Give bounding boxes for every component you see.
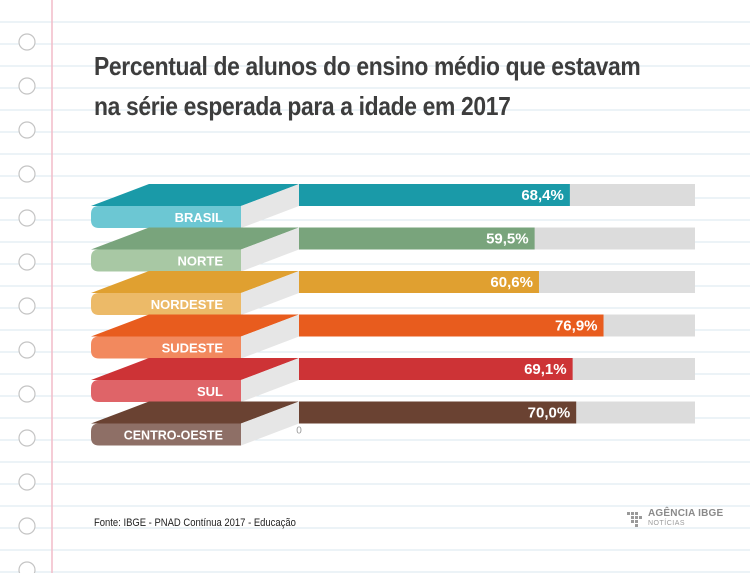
label-book-pages [241, 358, 299, 402]
bar-brasil [299, 184, 570, 206]
data-label: 76,9% [555, 318, 598, 335]
label-book-top [91, 314, 299, 337]
bar-centro-oeste [299, 401, 577, 424]
data-label: 68,4% [521, 187, 564, 204]
label-book-front [91, 206, 241, 228]
category-label: CENTRO-OESTE [124, 429, 223, 443]
bar-sudeste [299, 314, 604, 337]
binder-hole [18, 473, 36, 491]
chart-title: Percentual de alunos do ensino médio que… [94, 51, 641, 121]
axis-zero-label: 0 [296, 426, 302, 437]
label-book-top [91, 358, 299, 380]
ibge-logo-icon [627, 512, 642, 527]
binder-hole [18, 561, 36, 573]
category-label: SUL [197, 384, 223, 399]
data-label: 70,0% [528, 405, 571, 422]
label-book-pages [241, 401, 299, 446]
label-book-top [91, 401, 299, 424]
label-book-top [91, 184, 299, 206]
binder-hole [18, 341, 36, 359]
agencia-ibge-logo: AGÊNCIA IBGE NOTÍCIAS [626, 509, 723, 529]
binder-hole [18, 517, 36, 535]
binder-hole [18, 165, 36, 183]
bar-sul [299, 358, 573, 380]
category-label: SUDESTE [162, 341, 224, 356]
binder-hole [18, 253, 36, 271]
binder-hole [18, 385, 36, 403]
label-book-front [91, 336, 241, 359]
source-note: Fonte: IBGE - PNAD Contínua 2017 - Educa… [94, 517, 296, 529]
bar-nordeste [299, 271, 539, 293]
binder-hole [18, 77, 36, 95]
label-book-top [91, 227, 299, 250]
binder-hole [18, 209, 36, 227]
category-label: NORDESTE [151, 297, 224, 312]
label-book-front [91, 293, 241, 315]
brand-subtitle: NOTÍCIAS [648, 520, 686, 527]
label-book-front [91, 380, 241, 402]
data-label: 69,1% [524, 361, 567, 378]
label-book-pages [241, 184, 299, 228]
category-label: BRASIL [175, 210, 223, 225]
binder-hole [18, 121, 36, 139]
binder-hole [18, 429, 36, 447]
binder-hole [18, 297, 36, 315]
label-book-pages [241, 271, 299, 315]
data-label: 60,6% [490, 274, 533, 291]
label-book-front [91, 249, 241, 272]
label-book-front [91, 423, 241, 446]
binder-hole [18, 33, 36, 51]
label-book-top [91, 271, 299, 293]
brand-name: AGÊNCIA IBGE [648, 508, 724, 519]
label-book-pages [241, 227, 299, 272]
bar-norte [299, 227, 535, 250]
label-book-pages [241, 314, 299, 359]
data-label: 59,5% [486, 231, 529, 248]
bar-chart: BRASIL 68,4% NORTE 59,5% NORDESTE 60,6% SUDEST… [91, 184, 695, 446]
category-label: NORTE [178, 254, 224, 269]
